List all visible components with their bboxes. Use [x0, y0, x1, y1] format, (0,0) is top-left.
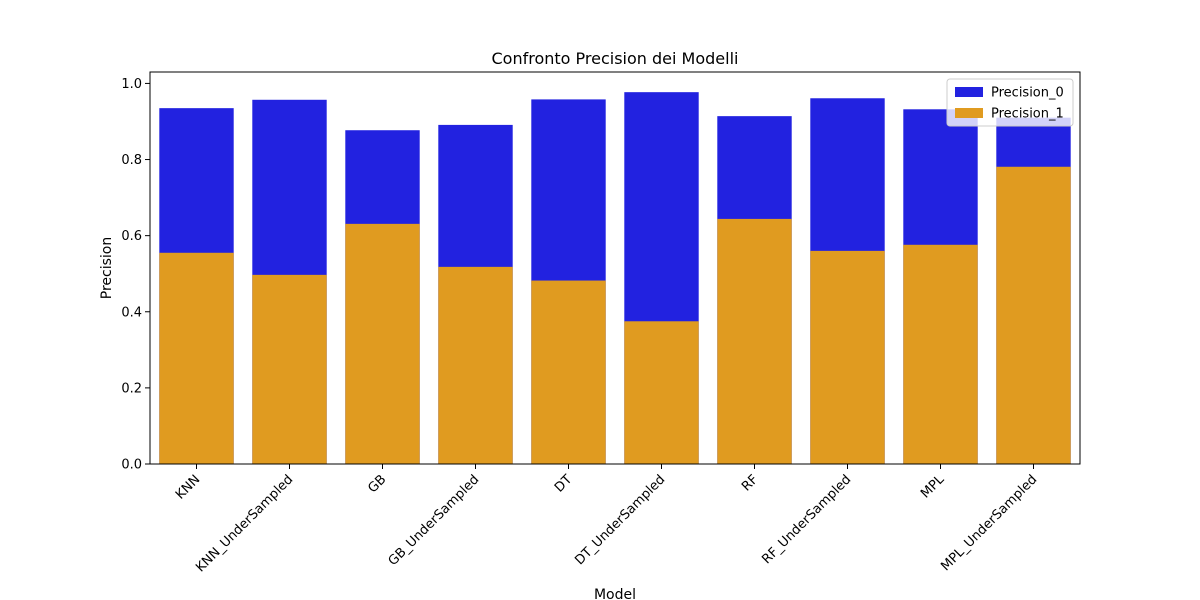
bar-precision-1-knn	[159, 252, 234, 464]
x-tick-label: RF	[739, 472, 761, 494]
y-tick-label: 0.4	[121, 305, 142, 320]
legend: Precision_0 Precision_1	[946, 78, 1074, 127]
x-axis-label: Model	[594, 587, 636, 600]
x-tick-label: GB	[365, 472, 389, 496]
legend-swatch	[955, 87, 983, 97]
x-tick-label: GB_UnderSampled	[386, 472, 483, 569]
y-tick-label: 0.0	[121, 458, 142, 473]
bar-precision-1-mpl-undersampled	[996, 166, 1071, 464]
y-tick-label: 0.8	[121, 153, 142, 168]
y-axis: 0.0 0.2 0.4 0.6 0.8 1.0	[121, 77, 150, 473]
x-tick-label: RF_UnderSampled	[759, 472, 854, 567]
x-tick-label: MPL	[918, 472, 948, 502]
bar-precision-1-rf	[717, 218, 792, 464]
y-tick-label: 1.0	[121, 77, 142, 92]
y-axis-label: Precision	[99, 237, 115, 299]
bar-precision-1-gb-undersampled	[438, 266, 513, 464]
legend-swatch	[955, 108, 983, 118]
bar-precision-1-mpl	[903, 244, 978, 464]
x-tick-label: DT_UnderSampled	[572, 472, 668, 568]
plot-frame	[149, 71, 1081, 465]
y-tick-label: 0.6	[121, 229, 142, 244]
bar-precision-1-knn-undersampled	[252, 274, 327, 464]
bar-precision-1-gb	[345, 223, 420, 464]
bar-precision-1-dt-undersampled	[624, 321, 699, 464]
bar-precision-1-rf-undersampled	[810, 250, 885, 464]
bars-group	[159, 92, 1071, 465]
x-tick-label: DT	[552, 472, 575, 495]
x-tick-label: KNN_UnderSampled	[193, 472, 296, 575]
legend-label: Precision_0	[991, 86, 1064, 101]
x-tick-label: KNN	[173, 472, 203, 502]
legend-label: Precision_1	[991, 107, 1064, 122]
chart-title: Confronto Precision dei Modelli	[492, 49, 739, 68]
y-tick-label: 0.2	[121, 381, 142, 396]
bar-precision-1-dt	[531, 280, 606, 464]
x-tick-label: MPL_UnderSampled	[938, 472, 1040, 574]
